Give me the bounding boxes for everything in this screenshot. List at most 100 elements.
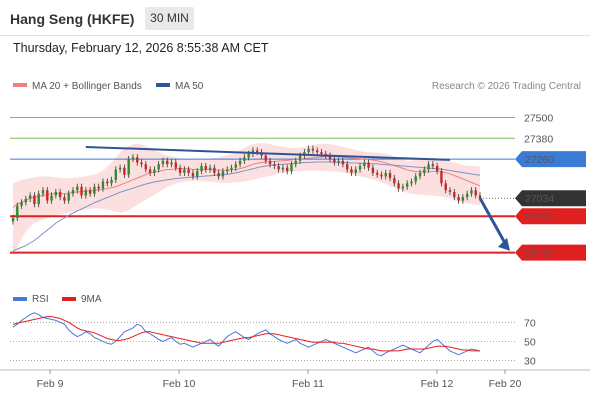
- legend-rsi-label: RSI: [32, 294, 49, 305]
- candle-body: [157, 164, 160, 170]
- candle: [106, 178, 109, 187]
- legend-ma20-swatch: [13, 83, 27, 87]
- level-label-27500: 27500: [524, 113, 553, 125]
- x-tick-label: Feb 9: [37, 378, 64, 390]
- candle-body: [384, 172, 387, 177]
- candle: [67, 190, 70, 204]
- candle-body: [435, 165, 439, 172]
- candle-body: [354, 169, 357, 173]
- candle-body: [93, 186, 96, 194]
- candle-body: [187, 169, 190, 173]
- candle-body: [273, 164, 276, 166]
- candle-body: [16, 205, 19, 218]
- candle: [277, 162, 280, 173]
- candle-body: [101, 181, 105, 189]
- candle-body: [161, 160, 165, 165]
- candle: [448, 187, 452, 196]
- level-label-26930: 26930: [525, 211, 554, 223]
- candle-body: [46, 190, 49, 201]
- candle: [157, 161, 160, 173]
- candle: [384, 169, 387, 180]
- candle: [401, 183, 405, 192]
- candle: [208, 164, 212, 173]
- candle-body: [106, 181, 109, 184]
- forecast-arrow-shaft: [478, 197, 508, 246]
- candle-body: [337, 160, 340, 163]
- candle: [76, 183, 79, 194]
- candle: [140, 159, 143, 168]
- candle: [290, 161, 293, 175]
- rsi-tick-30: 30: [524, 355, 536, 367]
- candle: [58, 188, 62, 201]
- candle: [24, 195, 28, 206]
- candle-body: [341, 160, 345, 165]
- candle: [88, 187, 92, 197]
- last-price-label: 27034: [525, 193, 554, 205]
- candle-body: [20, 202, 23, 206]
- candle-body: [76, 186, 79, 191]
- candle: [170, 159, 173, 168]
- candle-body: [58, 191, 62, 198]
- candle-body: [461, 197, 465, 201]
- candle-body: [148, 169, 152, 173]
- candle-body: [226, 169, 229, 172]
- legend-9ma-swatch: [62, 297, 76, 301]
- candle: [358, 162, 362, 173]
- candle: [217, 169, 220, 180]
- legend-ma20-label: MA 20 + Bollinger Bands: [32, 81, 142, 92]
- candle: [84, 187, 88, 199]
- candle-body: [80, 186, 83, 196]
- candle-body: [264, 155, 267, 161]
- candle-body: [11, 217, 15, 222]
- candle: [204, 162, 207, 173]
- candle-body: [183, 169, 186, 173]
- candle-body: [410, 181, 413, 184]
- candle: [337, 157, 340, 166]
- candle-body: [397, 183, 400, 189]
- candle-body: [311, 148, 315, 151]
- candle: [414, 173, 417, 185]
- timeframe-badge[interactable]: 30 MIN: [145, 7, 194, 30]
- candle: [410, 178, 413, 187]
- rsi-9ma-line: [12, 316, 480, 352]
- candle-body: [427, 164, 430, 170]
- candle-body: [243, 157, 246, 161]
- candle: [315, 147, 319, 156]
- candle: [153, 166, 156, 177]
- candle-body: [298, 155, 302, 161]
- candle-body: [140, 162, 143, 165]
- candle-body: [196, 171, 199, 177]
- research-credit: Research © 2026 Trading Central: [432, 81, 581, 92]
- candle: [191, 169, 195, 180]
- candle-body: [307, 148, 310, 153]
- candle: [431, 161, 435, 170]
- candle-body: [118, 167, 122, 170]
- candle: [268, 157, 272, 168]
- level-label-27260: 27260: [525, 154, 554, 166]
- candle-body: [67, 193, 70, 201]
- candle-body: [367, 162, 370, 168]
- rsi-tick-70: 70: [524, 317, 536, 329]
- candle-body: [350, 169, 353, 173]
- candle-body: [268, 160, 272, 165]
- candle-body: [88, 190, 92, 194]
- candle-body: [153, 169, 156, 173]
- candle: [307, 145, 310, 156]
- candle: [363, 159, 366, 170]
- x-tick-label: Feb 20: [489, 378, 522, 390]
- candle-body: [97, 186, 100, 189]
- x-tick-label: Feb 12: [421, 378, 454, 390]
- candle: [294, 157, 297, 168]
- candle: [183, 166, 186, 177]
- candle: [380, 171, 383, 180]
- candle-body: [286, 167, 289, 172]
- candle-body: [256, 150, 259, 153]
- candle: [54, 188, 58, 199]
- chart-header: Hang Seng (HKFE) 30 MIN: [0, 0, 590, 36]
- candle: [273, 161, 276, 170]
- candle-body: [333, 159, 336, 163]
- candle: [405, 180, 409, 190]
- candle-body: [470, 190, 473, 194]
- candle-body: [84, 190, 88, 196]
